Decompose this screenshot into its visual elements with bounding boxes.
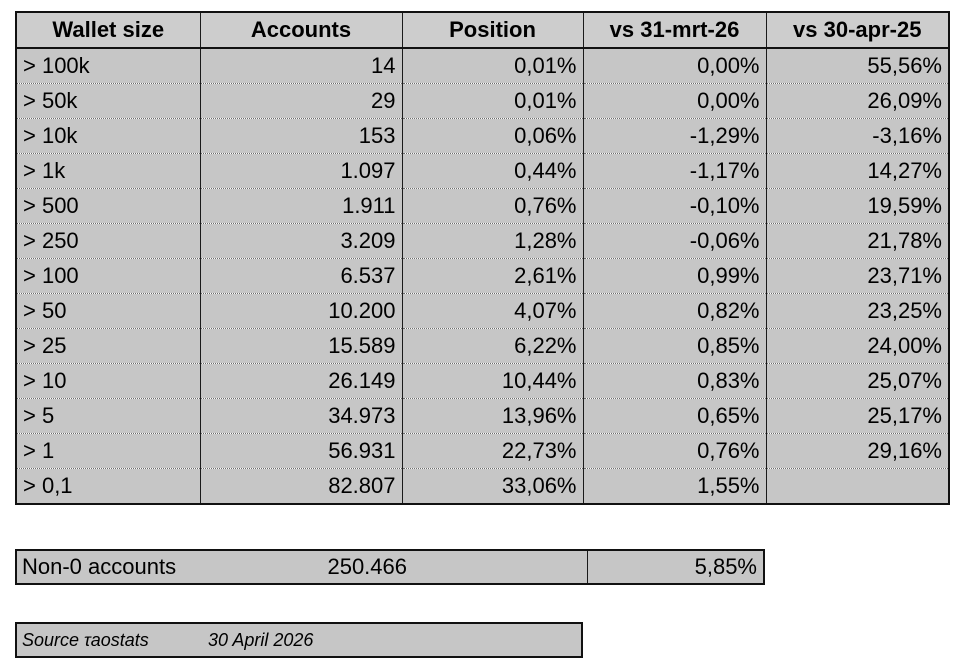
- cell-vs-30-apr-25[interactable]: 21,78%: [765, 223, 950, 259]
- table-row: > 50 10.200 4,07% 0,82% 23,25%: [15, 293, 950, 329]
- cell-accounts[interactable]: 6.537: [199, 258, 403, 294]
- cell-wallet-size[interactable]: > 1k: [15, 153, 201, 189]
- cell-vs-31-mrt-26[interactable]: 1,55%: [582, 468, 767, 505]
- cell-accounts[interactable]: 1.097: [199, 153, 403, 189]
- cell-vs-30-apr-25[interactable]: 19,59%: [765, 188, 950, 224]
- table-body: > 100k 14 0,01% 0,00% 55,56% > 50k 29 0,01% 0,00…: [15, 47, 950, 505]
- cell-vs-30-apr-25[interactable]: 23,25%: [765, 293, 950, 329]
- cell-accounts[interactable]: 34.973: [199, 398, 403, 434]
- cell-vs-31-mrt-26[interactable]: 0,76%: [582, 433, 767, 469]
- cell-vs-31-mrt-26[interactable]: 0,83%: [582, 363, 767, 399]
- cell-vs-31-mrt-26[interactable]: 0,00%: [582, 83, 767, 119]
- cell-accounts[interactable]: 1.911: [199, 188, 403, 224]
- cell-accounts[interactable]: 15.589: [199, 328, 403, 364]
- cell-position[interactable]: 0,01%: [401, 47, 584, 84]
- cell-position[interactable]: 0,76%: [401, 188, 584, 224]
- cell-position[interactable]: 13,96%: [401, 398, 584, 434]
- cell-position[interactable]: 33,06%: [401, 468, 584, 505]
- cell-accounts[interactable]: 29: [199, 83, 403, 119]
- cell-wallet-size[interactable]: > 10: [15, 363, 201, 399]
- cell-vs-31-mrt-26[interactable]: -0,10%: [582, 188, 767, 224]
- cell-vs-30-apr-25[interactable]: 55,56%: [765, 47, 950, 84]
- cell-vs-31-mrt-26[interactable]: 0,00%: [582, 47, 767, 84]
- cell-vs-31-mrt-26[interactable]: 0,65%: [582, 398, 767, 434]
- cell-position[interactable]: 0,06%: [401, 118, 584, 154]
- table-row: > 500 1.911 0,76% -0,10% 19,59%: [15, 188, 950, 224]
- table-row: > 100 6.537 2,61% 0,99% 23,71%: [15, 258, 950, 294]
- cell-vs-30-apr-25[interactable]: 25,17%: [765, 398, 950, 434]
- cell-vs-31-mrt-26[interactable]: 0,82%: [582, 293, 767, 329]
- cell-accounts[interactable]: 14: [199, 47, 403, 84]
- cell-vs-30-apr-25[interactable]: 29,16%: [765, 433, 950, 469]
- cell-vs-31-mrt-26[interactable]: 0,85%: [582, 328, 767, 364]
- cell-vs-30-apr-25[interactable]: 26,09%: [765, 83, 950, 119]
- table-row: > 10k 153 0,06% -1,29% -3,16%: [15, 118, 950, 154]
- cell-wallet-size[interactable]: > 50: [15, 293, 201, 329]
- table-row: > 10 26.149 10,44% 0,83% 25,07%: [15, 363, 950, 399]
- summary-label[interactable]: Non-0 accounts: [22, 554, 177, 579]
- summary-empty-cell[interactable]: [407, 551, 588, 583]
- header-position[interactable]: Position: [401, 11, 584, 49]
- cell-vs-31-mrt-26[interactable]: -0,06%: [582, 223, 767, 259]
- cell-wallet-size[interactable]: > 100: [15, 258, 201, 294]
- cell-accounts[interactable]: 56.931: [199, 433, 403, 469]
- source-label[interactable]: Source τaostats: [22, 630, 149, 650]
- cell-vs-30-apr-25[interactable]: 25,07%: [765, 363, 950, 399]
- header-accounts[interactable]: Accounts: [199, 11, 403, 49]
- cell-vs-31-mrt-26[interactable]: -1,17%: [582, 153, 767, 189]
- cell-wallet-size[interactable]: > 50k: [15, 83, 201, 119]
- cell-wallet-size[interactable]: > 100k: [15, 47, 201, 84]
- cell-accounts[interactable]: 82.807: [199, 468, 403, 505]
- cell-position[interactable]: 0,44%: [401, 153, 584, 189]
- cell-vs-30-apr-25[interactable]: [765, 468, 950, 505]
- cell-position[interactable]: 22,73%: [401, 433, 584, 469]
- cell-accounts[interactable]: 153: [199, 118, 403, 154]
- cell-wallet-size[interactable]: > 1: [15, 433, 201, 469]
- cell-position[interactable]: 4,07%: [401, 293, 584, 329]
- cell-vs-30-apr-25[interactable]: -3,16%: [765, 118, 950, 154]
- cell-position[interactable]: 1,28%: [401, 223, 584, 259]
- cell-wallet-size[interactable]: > 5: [15, 398, 201, 434]
- cell-position[interactable]: 2,61%: [401, 258, 584, 294]
- cell-vs-30-apr-25[interactable]: 14,27%: [765, 153, 950, 189]
- table-row: > 50k 29 0,01% 0,00% 26,09%: [15, 83, 950, 119]
- cell-position[interactable]: 6,22%: [401, 328, 584, 364]
- cell-vs-30-apr-25[interactable]: 23,71%: [765, 258, 950, 294]
- source-date[interactable]: 30 April 2026: [208, 630, 314, 650]
- summary-row: Non-0 accounts 250.466 5,85%: [15, 549, 765, 585]
- table-row: > 250 3.209 1,28% -0,06% 21,78%: [15, 223, 950, 259]
- table-header-row: Wallet size Accounts Position vs 31-mrt-…: [15, 11, 950, 49]
- header-vs-30-apr-25[interactable]: vs 30-apr-25: [765, 11, 950, 49]
- header-vs-31-mrt-26[interactable]: vs 31-mrt-26: [582, 11, 767, 49]
- cell-wallet-size[interactable]: > 250: [15, 223, 201, 259]
- cell-wallet-size[interactable]: > 10k: [15, 118, 201, 154]
- cell-position[interactable]: 0,01%: [401, 83, 584, 119]
- cell-accounts[interactable]: 10.200: [199, 293, 403, 329]
- table-row: > 1 56.931 22,73% 0,76% 29,16%: [15, 433, 950, 469]
- header-wallet-size[interactable]: Wallet size: [15, 11, 201, 49]
- summary-change-value[interactable]: 5,85%: [694, 554, 757, 579]
- table-row: > 0,1 82.807 33,06% 1,55%: [15, 468, 950, 505]
- cell-accounts[interactable]: 3.209: [199, 223, 403, 259]
- table-row: > 1k 1.097 0,44% -1,17% 14,27%: [15, 153, 950, 189]
- wallet-distribution-table: Wallet size Accounts Position vs 31-mrt-…: [15, 11, 950, 505]
- cell-vs-30-apr-25[interactable]: 24,00%: [765, 328, 950, 364]
- table-row: > 25 15.589 6,22% 0,85% 24,00%: [15, 328, 950, 364]
- cell-position[interactable]: 10,44%: [401, 363, 584, 399]
- cell-vs-31-mrt-26[interactable]: -1,29%: [582, 118, 767, 154]
- table-row: > 5 34.973 13,96% 0,65% 25,17%: [15, 398, 950, 434]
- table-row: > 100k 14 0,01% 0,00% 55,56%: [15, 47, 950, 84]
- cell-vs-31-mrt-26[interactable]: 0,99%: [582, 258, 767, 294]
- cell-wallet-size[interactable]: > 25: [15, 328, 201, 364]
- cell-wallet-size[interactable]: > 0,1: [15, 468, 201, 505]
- source-note: Source τaostats 30 April 2026: [15, 622, 583, 658]
- cell-accounts[interactable]: 26.149: [199, 363, 403, 399]
- summary-accounts-value[interactable]: 250.466: [327, 554, 407, 579]
- cell-wallet-size[interactable]: > 500: [15, 188, 201, 224]
